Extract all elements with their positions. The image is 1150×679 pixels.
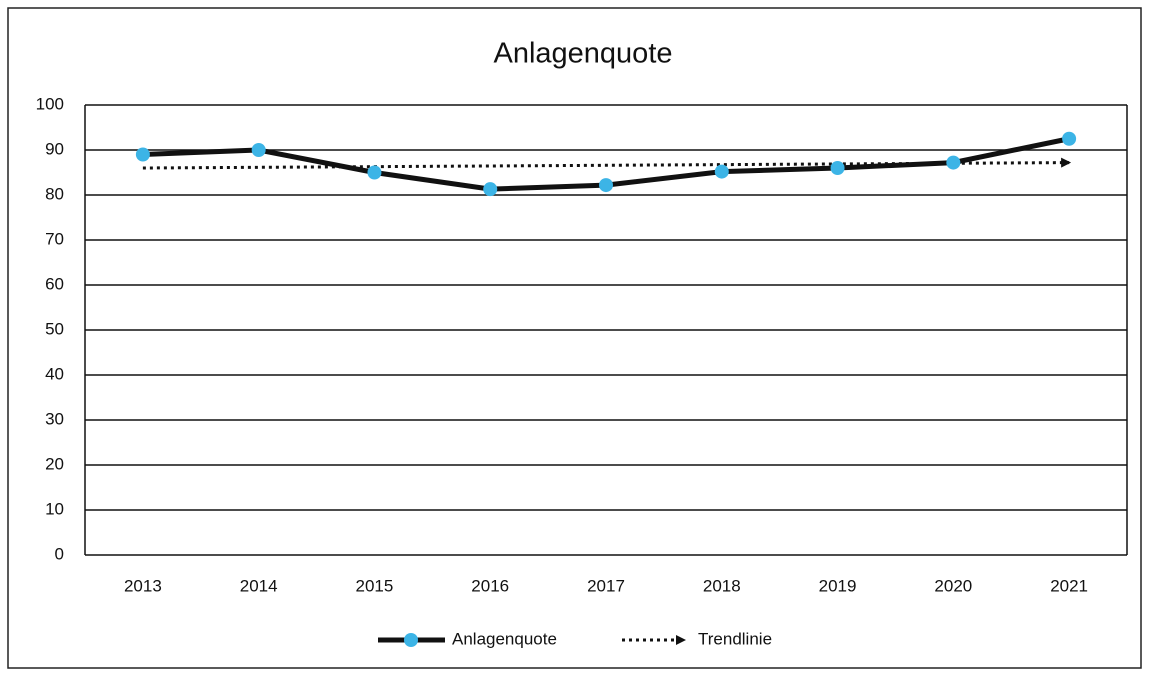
point-marker xyxy=(135,147,150,162)
y-tick-label: 40 xyxy=(45,364,64,383)
y-tick-label: 100 xyxy=(36,94,64,113)
x-tick-label: 2021 xyxy=(1050,576,1088,595)
y-tick-label: 60 xyxy=(45,274,64,293)
y-tick-label: 80 xyxy=(45,184,64,203)
y-tick-label: 0 xyxy=(55,544,64,563)
legend-label: Anlagenquote xyxy=(452,629,557,648)
point-marker xyxy=(946,155,961,170)
x-tick-label: 2015 xyxy=(356,576,394,595)
y-tick-label: 10 xyxy=(45,499,64,518)
x-tick-label: 2020 xyxy=(934,576,972,595)
x-tick-label: 2017 xyxy=(587,576,625,595)
x-tick-label: 2013 xyxy=(124,576,162,595)
chart-title: Anlagenquote xyxy=(494,38,673,70)
point-marker xyxy=(251,143,266,157)
y-tick-label: 30 xyxy=(45,409,64,428)
point-marker xyxy=(830,161,845,175)
x-tick-label: 2019 xyxy=(819,576,857,595)
y-tick-label: 90 xyxy=(45,139,64,158)
y-tick-label: 20 xyxy=(45,454,64,473)
point-marker xyxy=(483,182,498,197)
point-marker xyxy=(1062,131,1077,146)
x-tick-label: 2014 xyxy=(240,576,278,595)
point-marker xyxy=(599,178,613,193)
legend-label: Trendlinie xyxy=(698,629,772,648)
x-tick-label: 2016 xyxy=(471,576,509,595)
y-tick-label: 50 xyxy=(45,319,64,338)
y-tick-label: 70 xyxy=(45,229,64,248)
point-marker xyxy=(367,165,382,180)
legend-marker xyxy=(404,633,418,647)
point-marker xyxy=(714,164,729,179)
x-tick-label: 2018 xyxy=(703,576,741,595)
chart-frame xyxy=(7,7,1142,669)
